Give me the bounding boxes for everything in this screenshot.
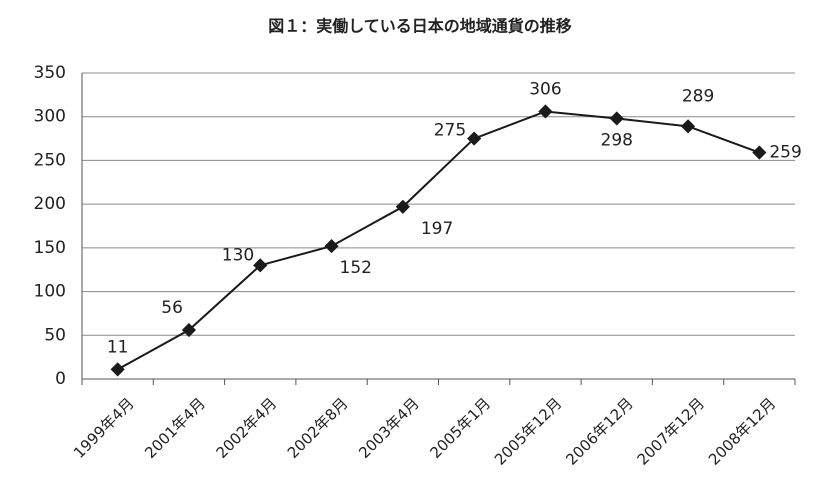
x-tick-label: 1999年4月 — [70, 394, 138, 462]
data-label: 56 — [161, 298, 183, 318]
x-tick-label: 2007年12月 — [634, 394, 708, 468]
marker — [752, 145, 767, 160]
data-label: 306 — [529, 79, 561, 99]
marker — [110, 362, 125, 377]
x-tick-label: 2005年1月 — [426, 394, 494, 462]
data-label: 259 — [769, 143, 801, 163]
x-tick-label: 2001年4月 — [141, 394, 209, 462]
x-tick-label: 2002年4月 — [213, 394, 281, 462]
y-tick-label: 100 — [34, 282, 66, 302]
y-tick-label: 50 — [44, 325, 66, 345]
data-label: 152 — [340, 258, 372, 278]
data-label: 130 — [222, 245, 254, 265]
y-tick-label: 300 — [34, 107, 66, 127]
marker — [680, 119, 696, 134]
marker — [253, 258, 268, 273]
y-tick-label: 250 — [34, 150, 66, 170]
x-tick-label: 2006年12月 — [562, 394, 636, 468]
data-label: 289 — [682, 86, 714, 106]
x-tick-label: 2002年8月 — [284, 394, 352, 462]
y-tick-label: 0 — [55, 369, 66, 389]
x-tick-label: 2003年4月 — [355, 394, 423, 462]
data-label: 197 — [421, 219, 453, 239]
x-tick-label: 2005年12月 — [491, 394, 565, 468]
marker — [538, 104, 553, 119]
marker — [181, 322, 197, 338]
x-tick-label: 2008年12月 — [705, 394, 779, 468]
marker — [324, 239, 339, 254]
data-label: 275 — [434, 121, 466, 141]
y-tick-label: 150 — [34, 238, 66, 258]
marker — [609, 111, 624, 126]
y-tick-label: 200 — [34, 194, 66, 214]
y-tick-label: 350 — [34, 63, 66, 83]
chart-title: 図１：実働している日本の地域通貨の推移 — [268, 17, 572, 36]
data-label: 11 — [107, 337, 129, 357]
data-label: 298 — [601, 130, 633, 150]
line — [117, 110, 760, 371]
marker — [467, 131, 482, 146]
marker — [395, 199, 410, 214]
